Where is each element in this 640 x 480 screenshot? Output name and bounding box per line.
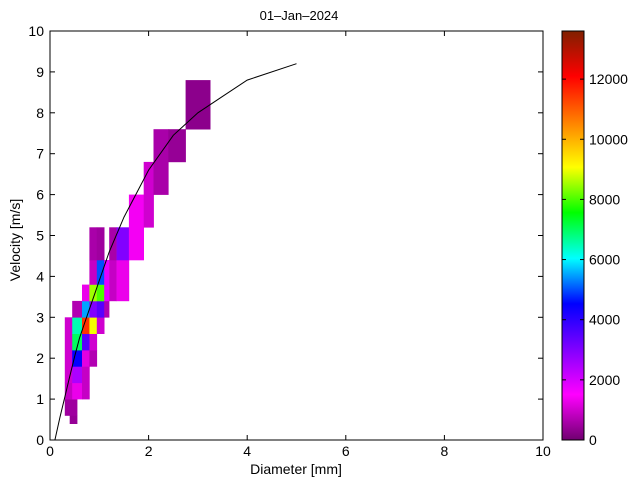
heatmap-cell xyxy=(89,284,98,302)
fit-curve-layer xyxy=(54,63,297,441)
y-tick-label: 9 xyxy=(36,64,44,80)
x-axis: 0 2 4 6 8 10 xyxy=(46,31,551,459)
heatmap-cell xyxy=(116,227,130,261)
heatmap-cell xyxy=(82,333,90,351)
colorbar-tick-label: 10000 xyxy=(589,131,628,147)
y-axis-label: Velocity [m/s] xyxy=(7,199,23,281)
y-tick-label: 4 xyxy=(36,268,44,284)
y-axis: 0 1 2 3 4 5 6 7 8 9 10 xyxy=(28,23,543,448)
y-tick-label: 2 xyxy=(36,350,44,366)
y-tick-label: 6 xyxy=(36,187,44,203)
x-axis-label: Diameter [mm] xyxy=(250,461,342,477)
heatmap-cell xyxy=(72,317,83,334)
y-tick-label: 3 xyxy=(36,309,44,325)
heatmap-cell xyxy=(89,260,98,285)
x-tick-label: 8 xyxy=(441,443,449,459)
heatmap-cell xyxy=(153,129,169,195)
colorbar: 0 2000 4000 6000 8000 10000 12000 xyxy=(561,30,628,448)
x-tick-label: 0 xyxy=(46,443,54,459)
heatmap-cell xyxy=(89,300,98,318)
heatmap-cell xyxy=(104,260,110,302)
heatmap-cell xyxy=(109,260,117,302)
heatmap-cell xyxy=(64,382,73,400)
heatmap-cell xyxy=(104,300,110,318)
x-tick-label: 10 xyxy=(535,443,551,459)
heatmap-cell xyxy=(72,350,83,367)
colorbar-tick-label: 2000 xyxy=(589,372,620,388)
heatmap-cell xyxy=(185,80,211,130)
heatmap-cell xyxy=(128,194,144,261)
y-tick-label: 1 xyxy=(36,391,44,407)
heatmap-cell xyxy=(96,284,105,302)
heatmap-cell xyxy=(82,350,90,367)
heatmap-cell xyxy=(72,382,83,400)
heatmap-cell xyxy=(96,227,105,261)
colorbar-tick-label: 6000 xyxy=(589,252,620,268)
heatmap-cell xyxy=(96,300,105,318)
fit-curve-line xyxy=(54,63,297,441)
heatmap-cell xyxy=(116,260,130,302)
chart-title: 01–Jan–2024 xyxy=(260,8,339,23)
colorbar-tick-label: 0 xyxy=(589,432,597,448)
heatmap-cell xyxy=(72,300,83,318)
heatmap-cell xyxy=(82,317,90,334)
heatmap-cell xyxy=(64,399,78,416)
y-tick-label: 0 xyxy=(36,432,44,448)
heatmap-cell xyxy=(168,129,186,163)
colorbar-tick-label: 4000 xyxy=(589,312,620,328)
heatmap-cell xyxy=(72,366,83,384)
heatmap-cell xyxy=(64,317,73,383)
heatmap-cells xyxy=(64,80,211,424)
heatmap-cell xyxy=(72,333,83,351)
colorbar-tick-label: 8000 xyxy=(589,191,620,207)
colorbar-gradient xyxy=(561,30,585,441)
heatmap-cell xyxy=(82,366,90,400)
y-tick-label: 5 xyxy=(36,228,44,244)
heatmap-cell xyxy=(89,350,98,367)
heatmap-cell xyxy=(143,161,154,228)
heatmap-cell xyxy=(96,317,105,334)
heatmap-cell xyxy=(69,415,78,424)
heatmap-cell xyxy=(89,333,98,351)
heatmap-cell xyxy=(89,317,98,334)
colorbar-tick-label: 12000 xyxy=(589,71,628,87)
heatmap-cell xyxy=(82,284,90,302)
heatmap-cell xyxy=(96,260,105,285)
y-tick-label: 10 xyxy=(28,23,44,39)
x-tick-label: 4 xyxy=(243,443,251,459)
heatmap-cell xyxy=(82,300,90,318)
heatmap-cell xyxy=(89,227,98,261)
y-tick-label: 7 xyxy=(36,146,44,162)
y-tick-label: 8 xyxy=(36,105,44,121)
x-tick-label: 2 xyxy=(145,443,153,459)
x-tick-label: 6 xyxy=(342,443,350,459)
